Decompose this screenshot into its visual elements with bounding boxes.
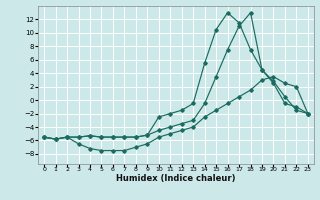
X-axis label: Humidex (Indice chaleur): Humidex (Indice chaleur): [116, 174, 236, 183]
